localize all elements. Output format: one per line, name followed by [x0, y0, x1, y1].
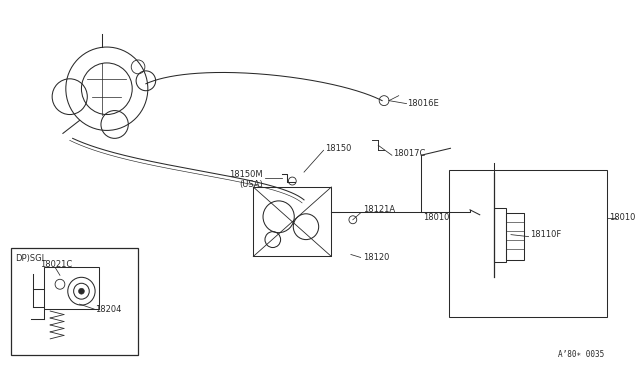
Text: 18016E: 18016E: [408, 99, 439, 108]
Bar: [506, 213, 524, 260]
Text: A’80∗ 0035: A’80∗ 0035: [559, 350, 605, 359]
Text: DP)SGL: DP)SGL: [15, 254, 46, 263]
Text: 18017C: 18017C: [393, 149, 425, 158]
Bar: [11, 247, 138, 355]
Text: 18010: 18010: [609, 213, 635, 222]
Text: 18110F: 18110F: [531, 230, 562, 239]
Circle shape: [79, 288, 84, 294]
Bar: [494, 208, 506, 262]
Bar: [449, 170, 607, 317]
Text: 18204: 18204: [95, 305, 122, 314]
Text: 18121A: 18121A: [363, 205, 395, 214]
Bar: [253, 187, 332, 256]
Text: 18150M: 18150M: [229, 170, 263, 179]
Text: 18150: 18150: [326, 144, 352, 153]
Text: 18010: 18010: [423, 213, 449, 222]
Text: 18021C: 18021C: [40, 260, 73, 269]
Text: (USA): (USA): [239, 180, 263, 189]
Bar: [44, 267, 99, 309]
Text: 18120: 18120: [363, 253, 389, 262]
